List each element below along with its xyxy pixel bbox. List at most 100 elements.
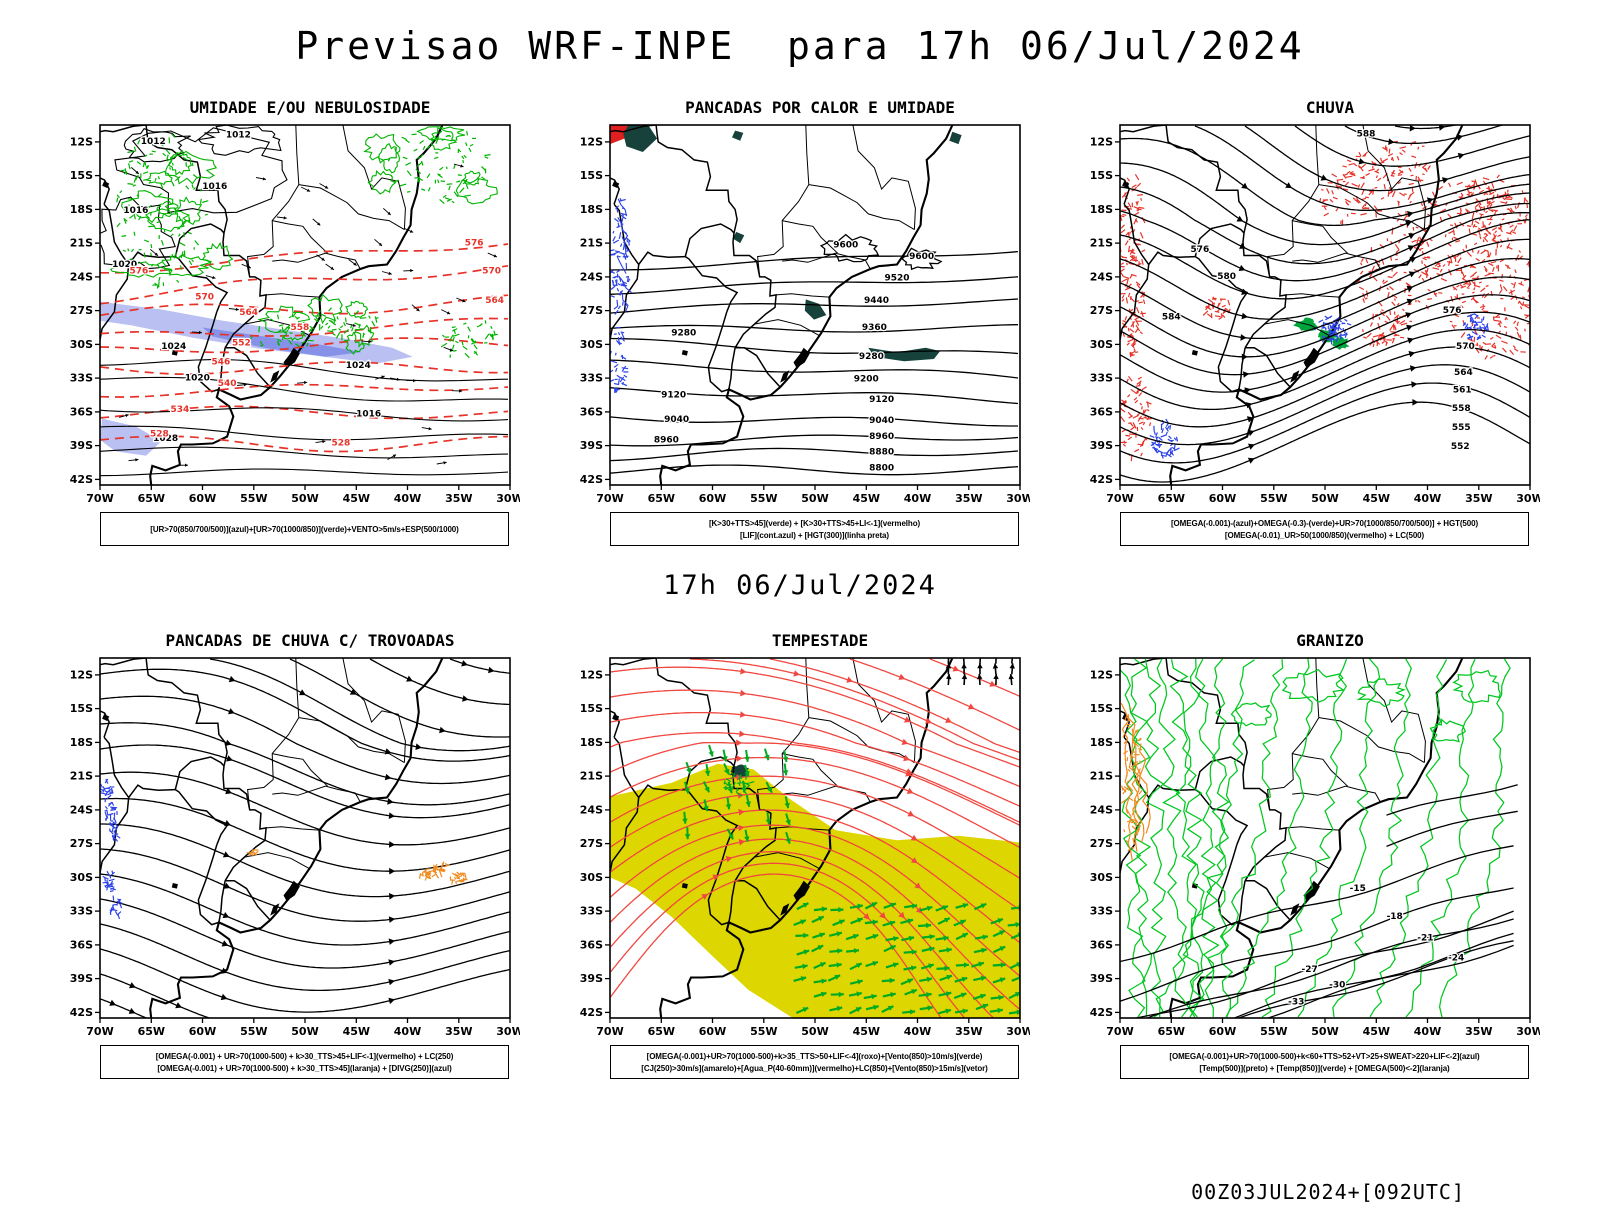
row-bottom: PANCADAS DE CHUVA C/ TROVOADAS 12S 15S 18S… [0, 631, 1600, 1079]
lon-tick-label: 70W [86, 492, 113, 505]
lat-tick-label: 42S [580, 473, 603, 486]
contour-label: 9600 [833, 241, 858, 251]
lat-tick-label: 15S [1090, 169, 1113, 182]
lat-tick-label: 33S [580, 372, 603, 385]
legend-line: [OMEGA(-0.001) + UR>70(1000-500) + k>30_… [103, 1064, 506, 1073]
contour-label: 552 [232, 339, 251, 349]
lat-tick-label: 30S [1090, 338, 1113, 351]
legend-line: [CJ(250)>30m/s](amarelo)+[Agua_P(40-60mm… [613, 1064, 1016, 1073]
contour-label: 584 [1162, 313, 1181, 323]
legend-line: [Temp(500)](preto) + [Temp(850)](verde) … [1123, 1064, 1526, 1073]
lat-tick-label: 36S [1090, 405, 1113, 418]
lon-tick-label: 35W [1465, 492, 1492, 505]
lat-tick-label: 27S [580, 837, 603, 850]
contour-label: -18 [1387, 912, 1403, 922]
lat-tick-label: 33S [70, 372, 93, 385]
lon-tick-label: 65W [648, 492, 675, 505]
lat-tick-label: 33S [580, 905, 603, 918]
lat-tick-label: 39S [580, 972, 603, 985]
contour-label: 9360 [862, 323, 887, 333]
lon-tick-label: 45W [1363, 492, 1390, 505]
lon-tick-label: 70W [596, 1025, 623, 1038]
lat-tick-label: 39S [1090, 439, 1113, 452]
lon-tick-label: 30W [1006, 1025, 1030, 1038]
contour-label: 564 [1454, 368, 1473, 378]
lon-tick-label: 35W [955, 1025, 982, 1038]
lat-tick-label: 18S [580, 736, 603, 749]
contour-label: 570 [482, 267, 501, 277]
legend-box-umidade: [UR>70(850/700/500)](azul)+[UR>70(1000/8… [100, 512, 509, 546]
legend-line: [K>30+TTS>45](verde) + [K>30+TTS>45+LI<-… [613, 519, 1016, 528]
lat-tick-label: 30S [70, 871, 93, 884]
contour-label: 1016 [356, 409, 381, 419]
lat-tick-label: 36S [70, 405, 93, 418]
lon-tick-label: 45W [343, 1025, 370, 1038]
lat-tick-label: 21S [1090, 237, 1113, 250]
contour-label: -33 [1288, 998, 1304, 1008]
lon-tick-label: 65W [1158, 1025, 1185, 1038]
lat-tick-label: 33S [1090, 372, 1113, 385]
lat-tick-label: 27S [1090, 837, 1113, 850]
lon-tick-label: 30W [1516, 492, 1540, 505]
lat-tick-label: 15S [70, 702, 93, 715]
valid-time-subtitle: 17h 06/Jul/2024 [0, 570, 1600, 601]
lon-tick-label: 50W [801, 492, 828, 505]
contour-label: 1012 [141, 137, 166, 147]
contour-label: -30 [1329, 981, 1345, 991]
lon-tick-label: 30W [496, 492, 520, 505]
run-info-footer: 00Z03JUL2024+[092UTC] [1191, 1180, 1465, 1204]
lat-tick-label: 30S [580, 338, 603, 351]
lat-tick-label: 18S [1090, 203, 1113, 216]
lon-tick-label: 60W [1209, 1025, 1236, 1038]
lon-tick-label: 30W [1516, 1025, 1540, 1038]
lat-tick-label: 33S [1090, 905, 1113, 918]
lat-tick-label: 42S [70, 473, 93, 486]
lat-tick-label: 24S [1090, 803, 1113, 816]
lat-tick-label: 27S [580, 304, 603, 317]
lon-tick-label: 65W [648, 1025, 675, 1038]
legend-box-tempestade: [OMEGA(-0.001)+UR>70(1000-500)+k>35_TTS>… [610, 1045, 1019, 1079]
lat-tick-label: 42S [70, 1006, 93, 1019]
lon-tick-label: 50W [1311, 492, 1338, 505]
legend-line: [OMEGA(-0.001)-(azul)+OMEGA(-0.3)-(verde… [1123, 519, 1526, 528]
legend-line: [OMEGA(-0.001)+UR>70(1000-500)+k<60+TTS>… [1123, 1052, 1526, 1061]
lat-tick-label: 18S [1090, 736, 1113, 749]
lon-tick-label: 35W [955, 492, 982, 505]
lon-tick-label: 55W [1260, 492, 1287, 505]
panel-title-granizo: GRANIZO [1080, 631, 1540, 650]
contour-label: -15 [1350, 884, 1366, 894]
lon-tick-label: 35W [445, 492, 472, 505]
contour-label: 1012 [226, 130, 251, 140]
legend-line: [UR>70(850/700/500)](azul)+[UR>70(1000/8… [103, 525, 506, 534]
lat-tick-label: 42S [1090, 1006, 1113, 1019]
contour-label: 558 [291, 323, 310, 333]
contour-label: 9280 [671, 328, 696, 338]
panel-trovoadas: PANCADAS DE CHUVA C/ TROVOADAS 12S 15S 18S… [60, 631, 520, 1079]
contour-label: 580 [1217, 272, 1236, 282]
contour-label: -21 [1417, 933, 1433, 943]
contour-label: 570 [195, 292, 214, 302]
lat-tick-label: 30S [1090, 871, 1113, 884]
lat-tick-label: 12S [70, 668, 93, 681]
panel-title-trovoadas: PANCADAS DE CHUVA C/ TROVOADAS [60, 631, 520, 650]
contour-label: 528 [150, 430, 169, 440]
lon-tick-label: 50W [1311, 1025, 1338, 1038]
lon-tick-label: 55W [750, 1025, 777, 1038]
lat-tick-label: 18S [70, 736, 93, 749]
lat-tick-label: 36S [70, 938, 93, 951]
lon-tick-label: 45W [1363, 1025, 1390, 1038]
lat-tick-label: 42S [580, 1006, 603, 1019]
contour-label: 9520 [884, 273, 909, 283]
lat-tick-label: 24S [580, 270, 603, 283]
contour-label: 1020 [185, 373, 210, 383]
lat-tick-label: 21S [70, 237, 93, 250]
contour-label: 558 [1452, 404, 1471, 414]
contour-label: 564 [239, 308, 258, 318]
lon-tick-label: 70W [1106, 492, 1133, 505]
lat-tick-label: 39S [70, 972, 93, 985]
